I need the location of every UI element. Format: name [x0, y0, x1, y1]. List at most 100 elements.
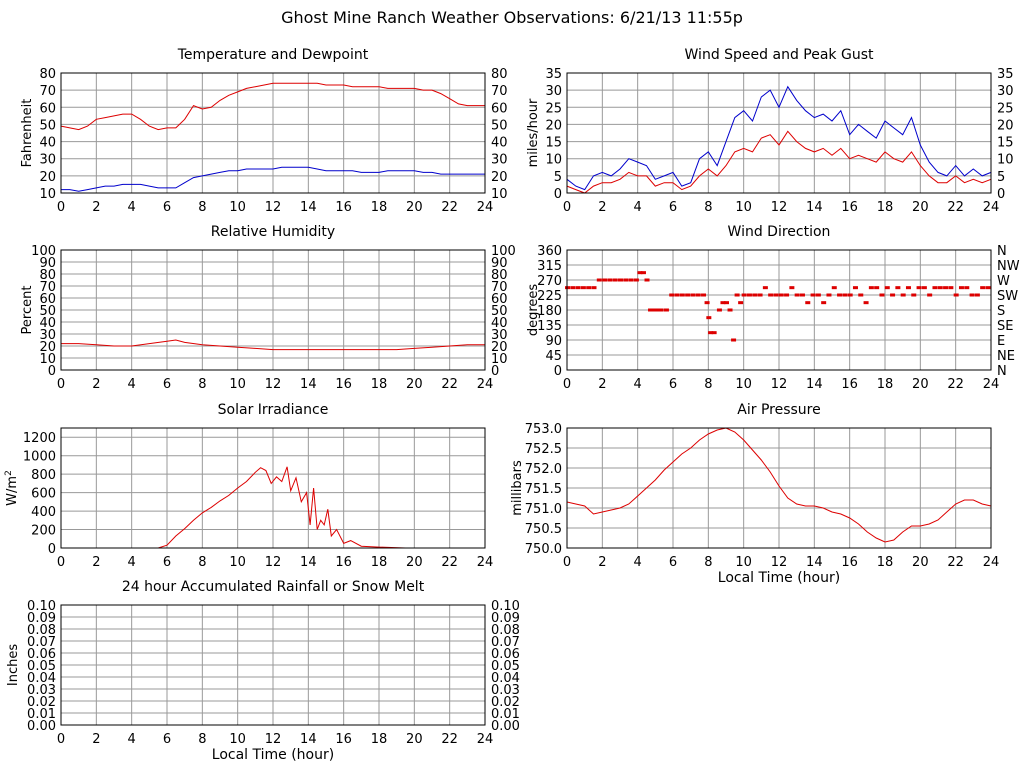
x-tick-label: 12 [265, 555, 282, 570]
y-tick-label: 80 [39, 268, 56, 283]
right-tick-label: 0.09 [491, 611, 520, 626]
right-tick-label: 0.01 [491, 707, 520, 722]
chart-title: 24 hour Accumulated Rainfall or Snow Mel… [122, 579, 425, 595]
y-tick-label: 0 [554, 364, 562, 379]
x-tick-label: 6 [669, 200, 677, 215]
y-tick-label: 0.00 [27, 719, 56, 734]
x-tick-label: 20 [912, 200, 929, 215]
y-axis-label: degrees [526, 284, 541, 337]
right-tick-label: 60 [491, 292, 508, 307]
x-tick-label: 16 [841, 555, 858, 570]
y-tick-label: 0 [554, 187, 562, 202]
data-point [927, 293, 933, 297]
y-tick-label: 90 [39, 256, 56, 271]
y-tick-label: 0.03 [27, 683, 56, 698]
x-tick-label: 12 [265, 377, 282, 392]
data-point [720, 301, 726, 305]
x-tick-label: 0 [57, 555, 65, 570]
y-tick-label: 0.04 [27, 671, 56, 686]
data-point [690, 293, 696, 297]
x-tick-label: 16 [841, 200, 858, 215]
y-tick-label: 70 [39, 84, 56, 99]
x-tick-label: 14 [300, 732, 317, 747]
right-tick-label: 0.08 [491, 623, 520, 638]
right-tick-label: 10 [491, 187, 508, 202]
data-point [948, 286, 954, 290]
x-tick-label: 24 [983, 377, 1000, 392]
x-tick-label: 22 [441, 200, 458, 215]
data-point [958, 286, 964, 290]
right-tick-label: 40 [491, 136, 508, 151]
right-tick-label: 0.03 [491, 683, 520, 698]
y-tick-label: 270 [537, 274, 562, 289]
y-axis-label: millibars [510, 460, 525, 516]
x-tick-label: 2 [92, 377, 100, 392]
y-tick-label: 0.07 [27, 635, 56, 650]
x-tick-label: 18 [371, 200, 388, 215]
x-tick-label: 10 [735, 200, 752, 215]
data-point [607, 278, 613, 282]
data-point [921, 286, 927, 290]
y-tick-label: 10 [545, 153, 562, 168]
x-tick-label: 18 [877, 200, 894, 215]
y-tick-label: 35 [545, 67, 562, 82]
y-tick-label: 90 [545, 334, 562, 349]
x-tick-label: 20 [406, 732, 423, 747]
data-point [884, 286, 890, 290]
x-tick-label: 22 [441, 377, 458, 392]
y-tick-label: 0.09 [27, 611, 56, 626]
right-tick-label: 10 [997, 153, 1014, 168]
right-tick-label: 30 [997, 84, 1014, 99]
y-tick-label: 30 [545, 84, 562, 99]
x-tick-label: 10 [735, 555, 752, 570]
y-tick-label: 50 [39, 118, 56, 133]
y-tick-label: 1200 [23, 431, 56, 446]
y-tick-label: 360 [537, 244, 562, 259]
x-tick-label: 22 [441, 732, 458, 747]
x-axis-label: Local Time (hour) [212, 747, 334, 763]
plot-frame [566, 249, 992, 371]
y-tick-label: 0.05 [27, 659, 56, 674]
data-point [580, 286, 586, 290]
y-tick-label: 750.0 [525, 542, 562, 557]
x-tick-label: 14 [300, 555, 317, 570]
data-point [821, 301, 827, 305]
right-tick-label: 0.07 [491, 635, 520, 650]
x-tick-label: 12 [771, 200, 788, 215]
data-point [602, 278, 608, 282]
right-tick-label: N [997, 244, 1007, 259]
x-tick-label: 8 [198, 732, 206, 747]
x-tick-label: 14 [300, 377, 317, 392]
data-point [644, 278, 650, 282]
y-tick-label: 0.10 [27, 599, 56, 614]
right-tick-label: 70 [491, 280, 508, 295]
data-point [658, 308, 664, 312]
right-tick-label: SW [997, 289, 1018, 304]
right-tick-label: 80 [491, 268, 508, 283]
y-tick-label: 10 [39, 187, 56, 202]
chart-title: Temperature and Dewpoint [177, 47, 369, 63]
data-point [773, 293, 779, 297]
x-tick-label: 2 [598, 200, 606, 215]
x-tick-label: 16 [335, 200, 352, 215]
x-tick-label: 2 [92, 200, 100, 215]
series-line-blue [566, 85, 992, 191]
data-point [612, 278, 618, 282]
x-tick-label: 4 [128, 732, 136, 747]
y-tick-label: 30 [39, 153, 56, 168]
x-tick-label: 8 [198, 200, 206, 215]
right-tick-label: 0 [491, 364, 499, 379]
x-tick-label: 24 [477, 732, 494, 747]
y-axis-label: Percent [20, 286, 35, 335]
data-point [706, 316, 712, 320]
x-tick-label: 6 [163, 555, 171, 570]
data-point [863, 301, 869, 305]
data-point [890, 293, 896, 297]
right-tick-label: 0.05 [491, 659, 520, 674]
x-tick-label: 12 [265, 732, 282, 747]
data-point [679, 293, 685, 297]
right-tick-label: 0.06 [491, 647, 520, 662]
data-point [623, 278, 629, 282]
right-tick-label: 40 [491, 316, 508, 331]
